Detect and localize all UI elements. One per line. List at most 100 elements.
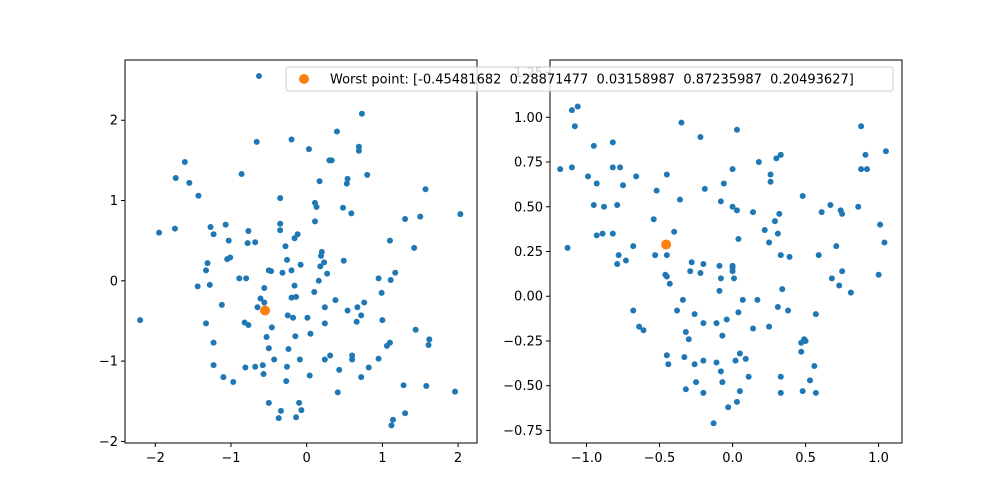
legend-marker (299, 74, 309, 84)
data-point (358, 374, 365, 381)
data-point (321, 320, 328, 327)
data-point (691, 311, 698, 318)
data-point (306, 372, 313, 379)
data-point (344, 175, 351, 182)
y-tick-label: 0.75 (514, 156, 543, 171)
data-point (785, 307, 792, 314)
data-point (253, 138, 260, 145)
data-point (277, 220, 284, 227)
data-point (181, 158, 188, 165)
data-point (284, 256, 290, 263)
data-point (379, 317, 386, 324)
data-point (365, 364, 372, 371)
data-point (877, 221, 884, 228)
data-point (265, 345, 272, 352)
data-point (875, 271, 882, 278)
data-point (324, 270, 331, 277)
data-point (590, 142, 597, 149)
data-point (402, 410, 409, 417)
data-point (766, 323, 773, 330)
data-point (663, 252, 670, 259)
data-point (622, 257, 629, 264)
data-point (717, 368, 724, 375)
data-point (755, 159, 762, 166)
data-point (723, 316, 730, 323)
data-point (614, 201, 621, 208)
data-point (700, 320, 707, 327)
data-point (564, 244, 571, 251)
data-point (386, 237, 393, 244)
data-point (244, 240, 251, 247)
data-point (297, 261, 304, 268)
data-point (615, 252, 622, 259)
data-point (700, 261, 707, 268)
data-point (277, 195, 284, 202)
data-point (203, 320, 209, 327)
data-point (777, 252, 784, 259)
data-point (777, 373, 784, 380)
data-point (742, 355, 749, 362)
data-point (355, 147, 362, 154)
data-point (687, 268, 694, 275)
x-tick-label: 1.0 (868, 451, 889, 466)
data-point (719, 332, 726, 339)
data-point (774, 303, 781, 310)
data-point (847, 289, 854, 296)
data-point (259, 362, 266, 369)
data-point (261, 285, 268, 292)
data-point (681, 354, 688, 361)
data-point (663, 352, 670, 359)
data-point (282, 243, 289, 250)
data-point (774, 230, 781, 237)
data-point (620, 182, 627, 189)
data-point (312, 218, 318, 225)
data-point (685, 336, 692, 343)
data-point (617, 164, 624, 171)
data-point (388, 422, 395, 429)
data-point (265, 399, 272, 406)
data-point (745, 373, 752, 380)
data-point (227, 254, 234, 261)
data-point (452, 388, 459, 395)
data-point (336, 366, 343, 373)
data-point (568, 164, 575, 171)
data-point (277, 407, 284, 414)
data-point (601, 203, 608, 210)
data-point (767, 178, 774, 185)
data-point (837, 207, 844, 214)
data-point (307, 330, 314, 337)
data-point (206, 281, 213, 288)
data-point (729, 203, 736, 210)
data-point (729, 166, 736, 173)
data-point (773, 155, 780, 162)
data-point (674, 307, 681, 314)
data-point (348, 210, 355, 217)
data-point (735, 309, 742, 316)
data-point (293, 414, 300, 421)
data-point (776, 210, 783, 217)
data-point (316, 178, 323, 185)
data-point (720, 180, 727, 187)
data-point (682, 386, 689, 393)
data-point (375, 355, 382, 362)
x-tick-label: 2 (454, 451, 462, 466)
data-point (203, 267, 209, 274)
data-point (340, 204, 347, 211)
data-point (735, 235, 742, 242)
data-point (305, 146, 312, 153)
legend: Worst point: [-0.45481682 0.28871477 0.0… (285, 66, 894, 92)
data-point (294, 231, 301, 238)
x-tick-label: 0.5 (795, 451, 816, 466)
data-point (279, 269, 286, 276)
data-point (290, 314, 297, 321)
data-point (417, 213, 424, 220)
data-point (688, 259, 695, 266)
data-point (733, 398, 740, 405)
y-tick-label: 0.25 (514, 245, 543, 260)
y-tick-label: −1 (99, 355, 118, 370)
data-point (261, 299, 268, 306)
data-point (364, 171, 371, 178)
data-point (288, 294, 295, 301)
data-point (328, 157, 335, 164)
data-point (733, 207, 740, 214)
